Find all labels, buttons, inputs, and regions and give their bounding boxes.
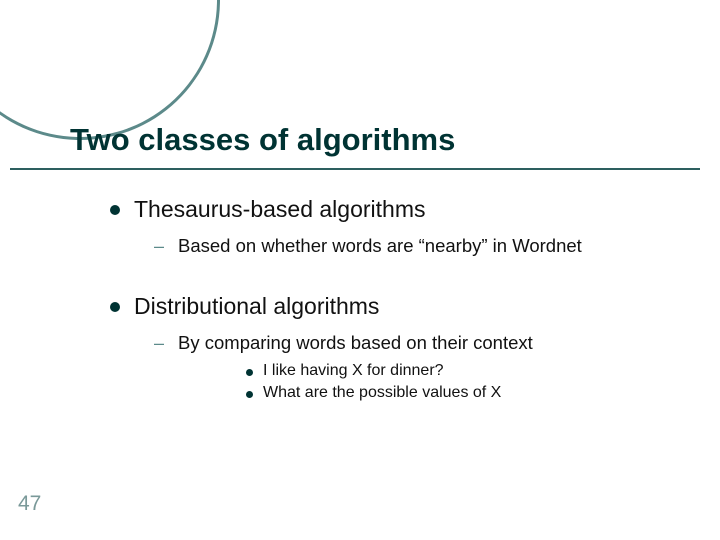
bullet-icon (246, 369, 253, 376)
bullet-icon (110, 205, 120, 215)
sub-sub-list-item-text: What are the possible values of X (263, 384, 501, 402)
sub-sub-list-item-text: I like having X for dinner? (263, 362, 444, 380)
sub-list-item-text: By comparing words based on their contex… (178, 332, 533, 354)
list-item: Distributional algorithms – By comparing… (110, 293, 690, 402)
title-underline (10, 168, 700, 170)
bullet-icon (110, 302, 120, 312)
dash-icon: – (154, 333, 164, 354)
sub-sub-list-item: I like having X for dinner? (246, 362, 690, 380)
page-number: 47 (18, 492, 41, 516)
dash-icon: – (154, 236, 164, 257)
sub-sub-list: I like having X for dinner? What are the… (246, 362, 690, 402)
list-item-text: Distributional algorithms (134, 293, 379, 320)
corner-decoration (0, 0, 275, 195)
slide-title: Two classes of algorithms (70, 122, 455, 158)
sub-sub-list-item: What are the possible values of X (246, 384, 690, 402)
sub-list-item: – Based on whether words are “nearby” in… (154, 235, 690, 257)
slide-body: Thesaurus-based algorithms – Based on wh… (110, 196, 690, 416)
list-item: Thesaurus-based algorithms – Based on wh… (110, 196, 690, 257)
bullet-icon (246, 391, 253, 398)
sub-list-item: – By comparing words based on their cont… (154, 332, 690, 402)
sub-list-item-text: Based on whether words are “nearby” in W… (178, 235, 582, 257)
list-item-text: Thesaurus-based algorithms (134, 196, 425, 223)
